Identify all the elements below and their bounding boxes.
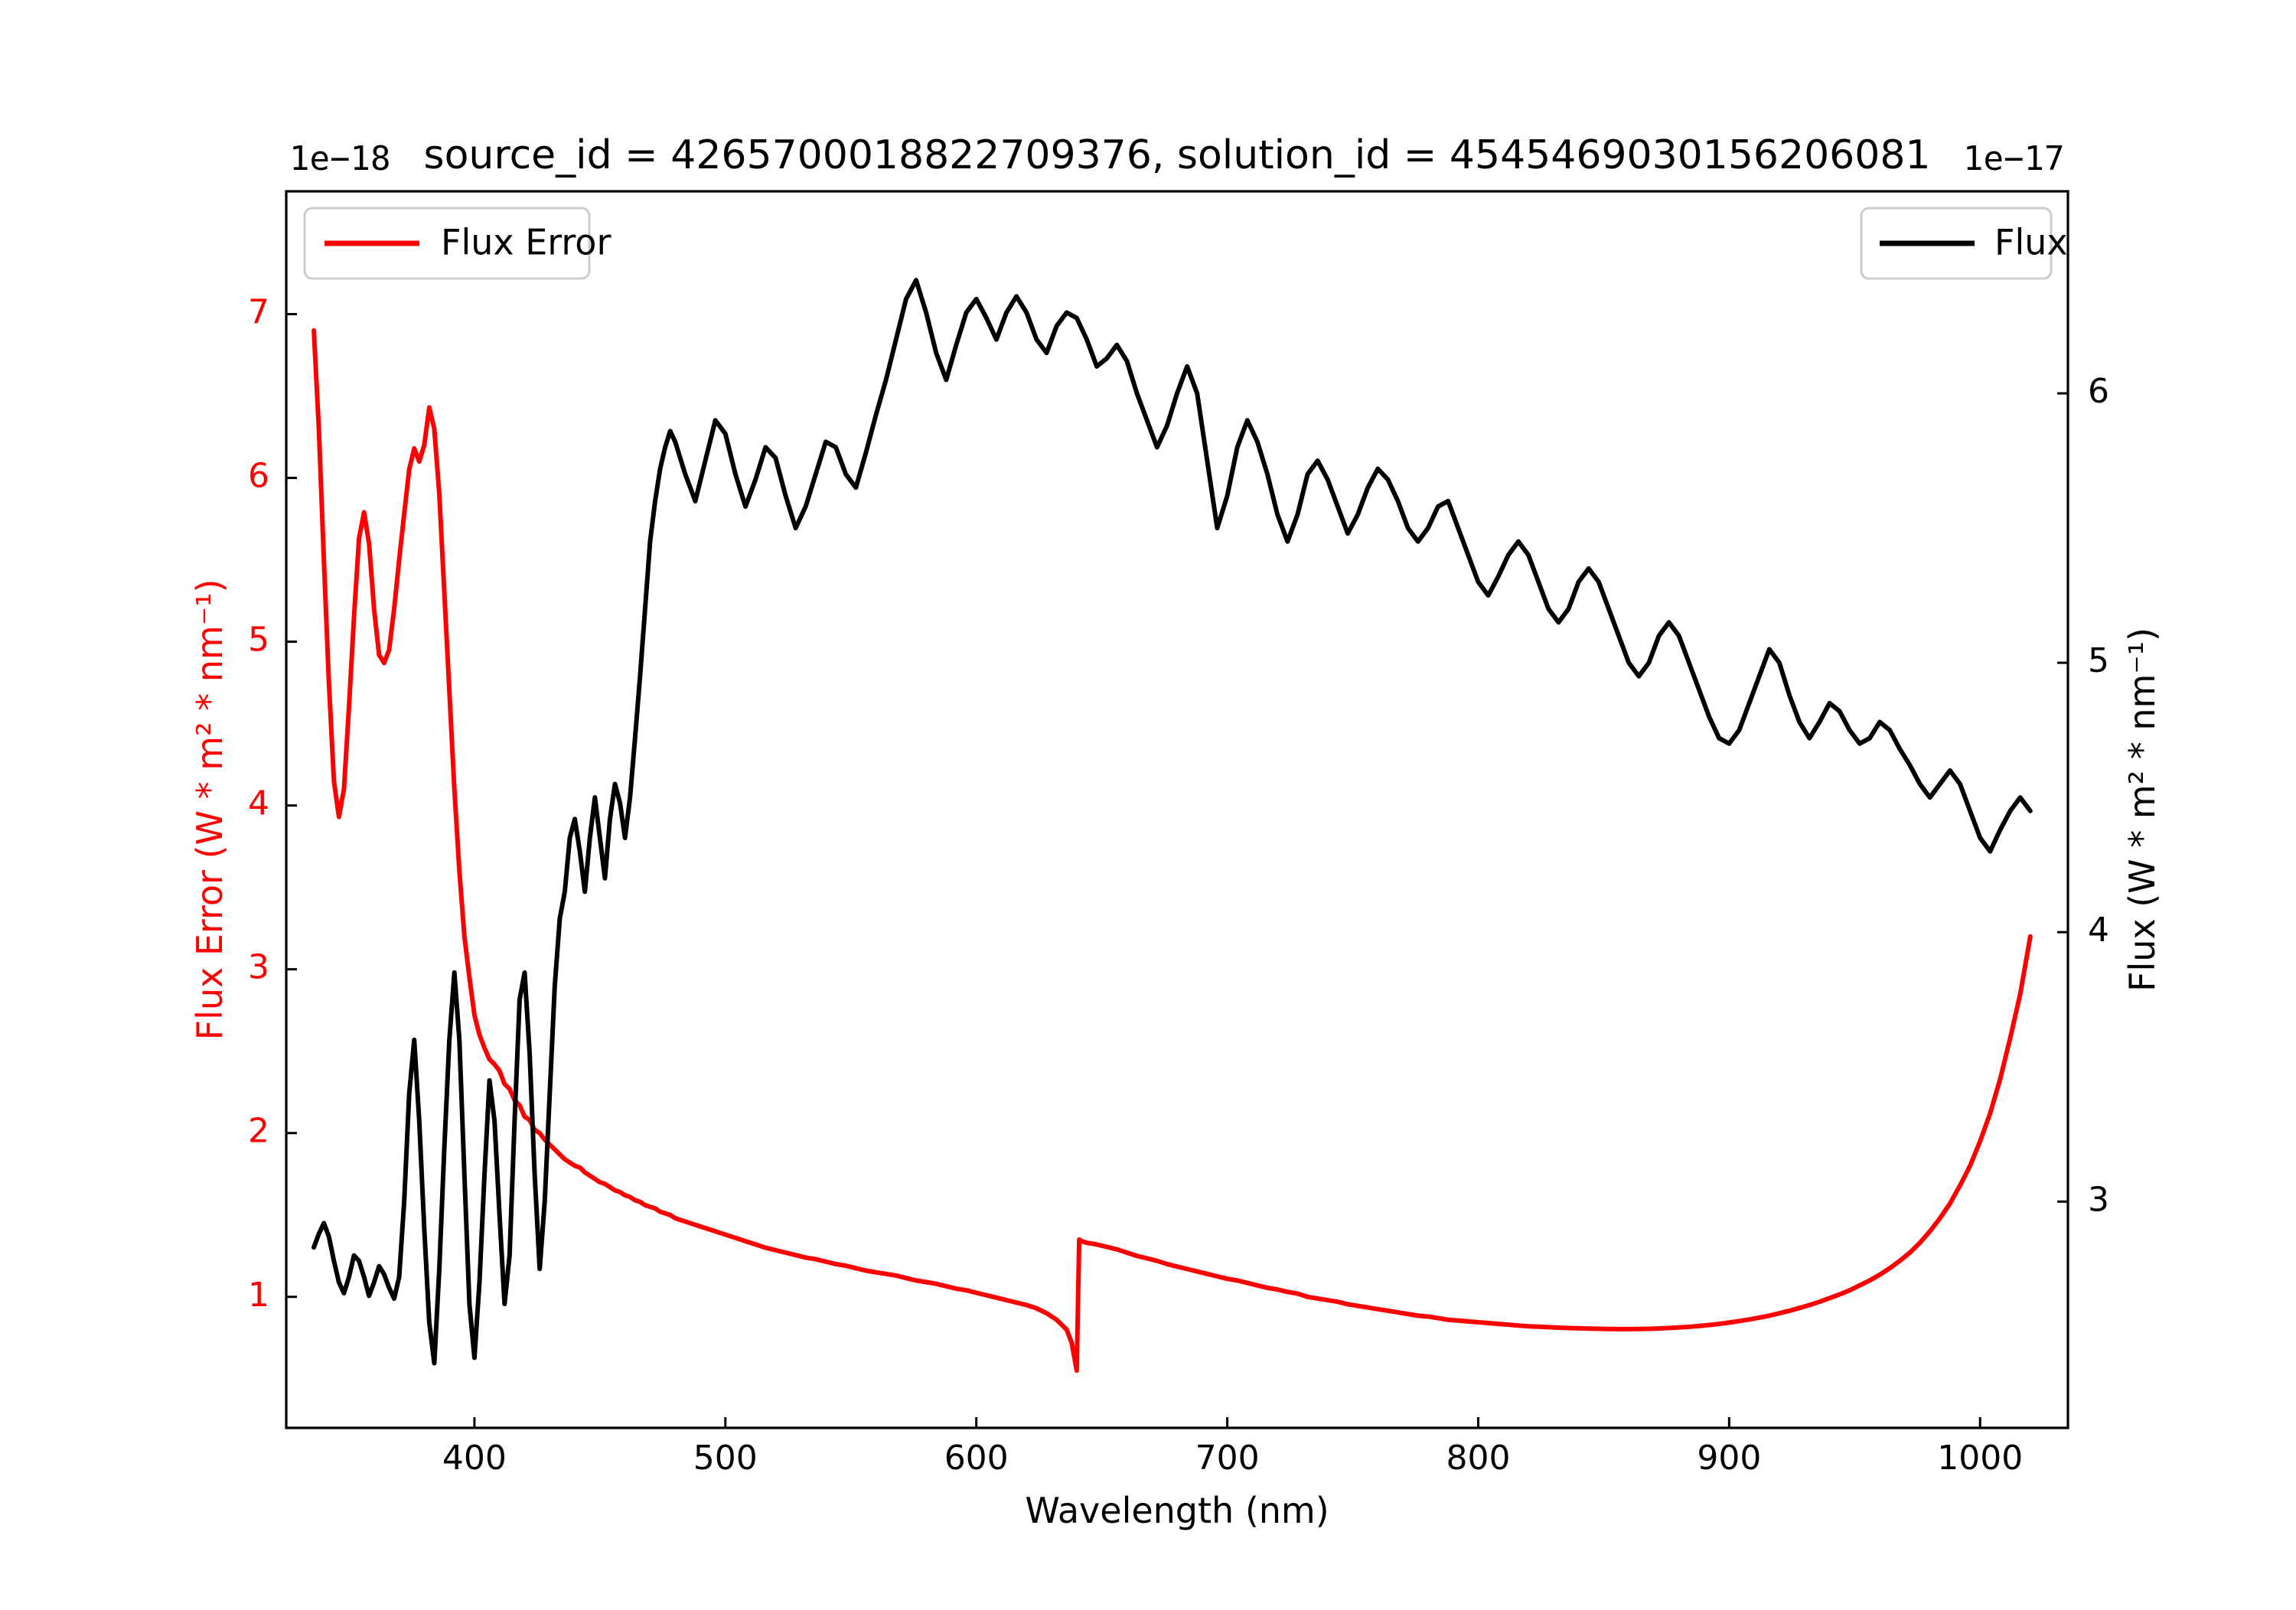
x-axis-ticks: 400 500 600 700 800 900 1000 — [442, 1417, 2023, 1478]
left-y-tick-label: 5 — [248, 621, 269, 660]
x-tick-label: 900 — [1697, 1439, 1761, 1478]
x-tick-label: 700 — [1195, 1439, 1260, 1478]
x-tick-label: 800 — [1446, 1439, 1510, 1478]
x-tick-label: 400 — [442, 1439, 507, 1478]
left-y-tick-label: 7 — [248, 293, 269, 332]
series-line-flux — [311, 278, 2033, 1366]
left-y-tick-label: 2 — [248, 1112, 269, 1151]
right-y-tick-label: 5 — [2088, 641, 2109, 680]
left-y-tick-label: 4 — [248, 784, 269, 823]
left-y-tick-label: 3 — [248, 948, 269, 987]
legend-flux-error-label: Flux Error — [441, 222, 611, 263]
left-y-axis-label: Flux Error (W * m² * nm⁻¹) — [189, 579, 230, 1041]
legend-flux[interactable]: Flux — [1860, 207, 2068, 280]
legend-flux-error[interactable]: Flux Error — [303, 207, 611, 280]
plot-frame — [285, 190, 2069, 1429]
left-axis-offset-text: 1e−18 — [289, 139, 390, 178]
right-y-tick-label: 6 — [2088, 372, 2109, 411]
left-y-axis-ticks: 1 2 3 4 5 6 7 — [248, 293, 297, 1315]
legend-flux-label: Flux — [1994, 222, 2068, 263]
right-y-axis-ticks: 3 4 5 6 — [2057, 372, 2109, 1219]
x-tick-label: 500 — [693, 1439, 758, 1478]
x-tick-label: 1000 — [1937, 1439, 2023, 1478]
right-y-tick-label: 4 — [2088, 911, 2109, 950]
series-line-flux-error — [311, 328, 2033, 1374]
right-axis-offset-text: 1e−17 — [1963, 139, 2064, 178]
right-y-axis-label: Flux (W * m² * nm⁻¹) — [2122, 627, 2163, 992]
x-axis-label: Wavelength (nm) — [1025, 1490, 1329, 1531]
page-title: source_id = 4265700018822709376, solutio… — [423, 132, 1930, 178]
left-y-tick-label: 6 — [248, 457, 269, 496]
left-y-tick-label: 1 — [248, 1276, 269, 1315]
x-tick-label: 600 — [944, 1439, 1009, 1478]
legend-flux-error-box — [303, 207, 591, 280]
right-y-tick-label: 3 — [2088, 1180, 2109, 1219]
series-layer — [311, 278, 2033, 1374]
